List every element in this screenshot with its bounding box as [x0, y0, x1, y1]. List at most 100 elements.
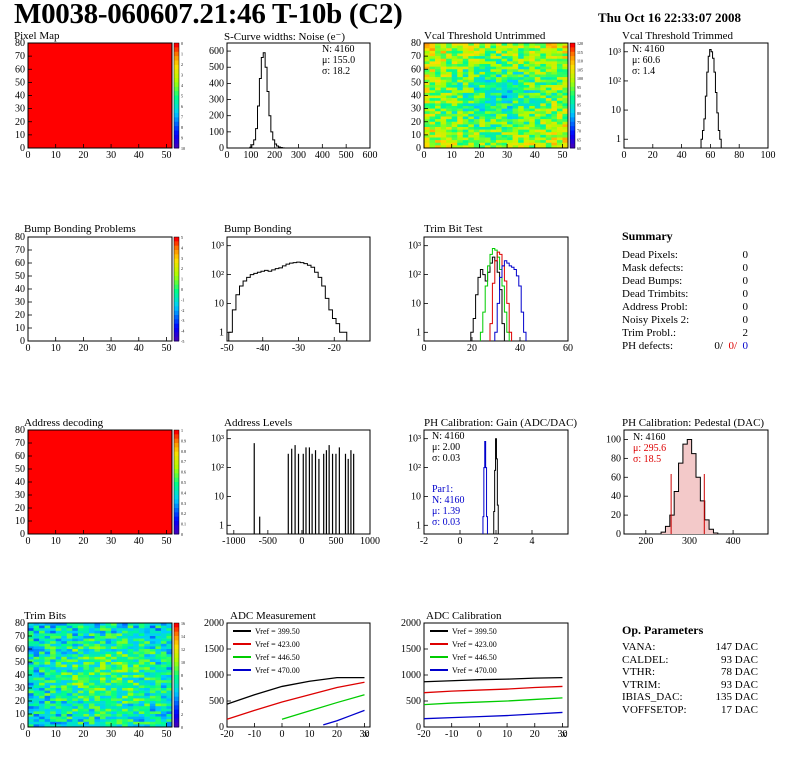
heatmap-cell: [144, 651, 151, 655]
heatmap-cell: [39, 708, 45, 712]
colorbar-label: 2: [181, 62, 183, 67]
heatmap-cell: [518, 85, 524, 88]
heatmap-cell: [551, 145, 558, 149]
heatmap-cell: [529, 103, 536, 107]
heatmap-cell: [435, 111, 441, 115]
y-tick-label: 80: [411, 38, 421, 49]
summary-label: Trim Probl.:: [622, 327, 677, 339]
heatmap-cell: [540, 71, 547, 75]
heatmap-cell: [133, 654, 140, 658]
heatmap-cell: [451, 53, 458, 57]
heatmap-cell: [44, 630, 51, 634]
heatmap-cell: [133, 682, 140, 686]
heatmap-cell: [462, 98, 469, 102]
heatmap-cell: [88, 685, 95, 689]
heatmap-cell: [490, 66, 497, 70]
heatmap-cell: [556, 124, 563, 128]
heatmap-cell: [540, 74, 547, 78]
heatmap-cell: [66, 680, 73, 684]
heatmap-cell: [518, 66, 524, 70]
heatmap-cell: [127, 636, 134, 639]
heatmap-cell: [496, 142, 502, 146]
heatmap-cell: [446, 69, 452, 73]
colorbar-cell: [174, 302, 179, 307]
heatmap-cell: [83, 675, 90, 678]
heatmap-cell: [166, 630, 173, 634]
heatmap-cell: [435, 77, 441, 81]
y-tick-label: 10²: [608, 76, 621, 87]
colorbar-label: 0.6: [181, 470, 186, 475]
heatmap-cell: [94, 672, 101, 676]
heatmap-cell: [72, 708, 79, 712]
heatmap-cell: [429, 145, 436, 149]
heatmap-cell: [55, 641, 62, 645]
heatmap-cell: [149, 646, 156, 650]
y-tick-label: 10³: [608, 47, 621, 58]
heatmap-cell: [479, 140, 486, 144]
heatmap-cell: [451, 106, 458, 109]
heatmap-cell: [50, 708, 56, 712]
heatmap-cell: [556, 82, 563, 86]
heatmap-cell: [507, 66, 513, 70]
heatmap-cell: [523, 79, 530, 83]
heatmap-cell: [429, 121, 436, 125]
heatmap-cell: [496, 90, 502, 94]
colorbar-cell: [174, 653, 179, 659]
colorbar-cell: [174, 714, 179, 719]
heatmap-cell: [457, 45, 464, 49]
x-tick-label: 30: [106, 536, 116, 547]
heatmap-cell: [462, 95, 469, 99]
heatmap-cell: [116, 682, 123, 686]
heatmap-cell: [149, 719, 156, 723]
heatmap-cell: [446, 48, 452, 52]
heatmap-cell: [149, 641, 156, 645]
heatmap-cell: [523, 116, 530, 120]
heatmap-cell: [83, 628, 90, 632]
heatmap-cell: [534, 77, 541, 81]
heatmap-cell: [518, 140, 524, 144]
colorbar-cell: [174, 319, 179, 325]
heatmap-cell: [105, 646, 112, 650]
panel-title-ph-gain: PH Calibration: Gain (ADC/DAC): [424, 417, 578, 429]
heatmap-cell: [127, 662, 134, 665]
stats-text: σ: 1.4: [632, 66, 655, 77]
heatmap-cell: [534, 111, 541, 115]
heatmap-cell: [484, 121, 491, 125]
heatmap-cell: [166, 628, 173, 632]
x-tick-label: 50: [161, 150, 171, 161]
heatmap-cell: [44, 698, 51, 702]
heatmap-cell: [534, 98, 541, 102]
heatmap-cell: [523, 98, 530, 102]
heatmap-cell: [72, 724, 79, 728]
heatmap-cell: [138, 708, 145, 712]
heatmap-cell: [473, 56, 480, 60]
heatmap-cell: [149, 656, 156, 660]
heatmap-cell: [155, 638, 162, 642]
heatmap-cell: [88, 669, 95, 673]
heatmap-cell: [473, 53, 480, 57]
heatmap-cell: [155, 690, 162, 694]
heatmap-cell: [88, 711, 95, 715]
colorbar-cell: [174, 623, 179, 628]
heatmap-cell: [562, 61, 569, 65]
heatmap-cell: [435, 132, 441, 136]
colorbar-cell: [174, 430, 179, 435]
heatmap-cell: [155, 636, 162, 639]
heatmap-cell: [33, 724, 40, 728]
heatmap-cell: [440, 74, 447, 78]
heatmap-cell: [440, 77, 447, 81]
heatmap-cell: [451, 71, 458, 75]
heatmap-cell: [88, 721, 95, 725]
heatmap-cell: [473, 113, 480, 117]
heatmap-cell: [160, 695, 167, 699]
heatmap-cell: [496, 66, 502, 70]
x-tick-label: 60: [563, 343, 573, 354]
heatmap-cell: [77, 698, 84, 702]
heatmap-cell: [429, 58, 436, 62]
heatmap-cell: [160, 724, 167, 728]
heatmap-cell: [540, 137, 547, 141]
heatmap-cell: [523, 64, 530, 67]
heatmap-cell: [33, 654, 40, 658]
heatmap-cell: [72, 677, 79, 681]
heatmap-cell: [540, 132, 547, 136]
